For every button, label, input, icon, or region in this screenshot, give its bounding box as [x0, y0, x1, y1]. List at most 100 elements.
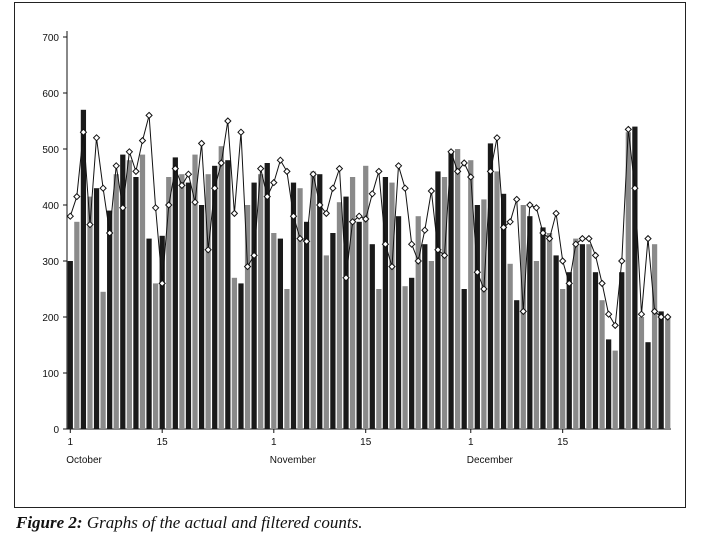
- line-series: [66, 111, 672, 330]
- line-point: [407, 240, 416, 248]
- line-point: [493, 134, 501, 142]
- bar: [139, 154, 146, 429]
- bar: [592, 272, 599, 429]
- line-point: [480, 285, 488, 293]
- y-tick-label: 700: [42, 33, 59, 44]
- line-point: [578, 234, 587, 243]
- bar: [244, 205, 251, 429]
- line-point: [460, 159, 468, 167]
- bar: [546, 233, 553, 429]
- bar: [153, 283, 159, 429]
- bar: [198, 205, 205, 429]
- bar: [212, 165, 218, 430]
- line-point: [453, 167, 462, 176]
- bar: [533, 261, 540, 429]
- line-point: [506, 218, 514, 226]
- bar: [317, 174, 323, 429]
- bar: [100, 291, 106, 429]
- month-label: October: [66, 455, 102, 466]
- bar: [632, 126, 638, 429]
- bar: [310, 171, 316, 429]
- line-point: [335, 164, 344, 173]
- bar: [606, 339, 612, 429]
- line-point: [427, 187, 436, 195]
- y-tick-label: 100: [42, 369, 59, 380]
- line-point: [604, 310, 613, 318]
- line-point: [211, 184, 219, 192]
- line-point: [296, 234, 304, 243]
- line-point: [598, 279, 606, 288]
- bar: [540, 227, 546, 429]
- line-point: [348, 218, 357, 226]
- bar: [645, 342, 651, 429]
- line-point: [105, 229, 114, 237]
- bar: [382, 177, 389, 429]
- bar: [323, 255, 329, 429]
- line-point: [178, 181, 186, 190]
- x-tick-label: 15: [360, 437, 372, 448]
- bar: [573, 238, 579, 429]
- bar: [192, 154, 198, 429]
- bar: [271, 233, 277, 429]
- line-point: [309, 170, 317, 178]
- bar: [435, 171, 441, 429]
- bar: [284, 289, 290, 429]
- bar: [560, 289, 566, 429]
- bar: [107, 210, 113, 429]
- bar: [553, 255, 559, 429]
- line-point: [440, 251, 449, 260]
- bar-line-chart: 0 100 200 300 400 500 600 700 1 October 15 1 Novemb…: [42, 31, 672, 466]
- line-point: [184, 170, 193, 178]
- bar: [461, 289, 467, 429]
- bar-series: [67, 109, 671, 430]
- bar: [369, 244, 375, 429]
- line-point: [204, 246, 212, 254]
- bar: [218, 146, 224, 429]
- bar: [455, 149, 461, 429]
- bar: [258, 174, 264, 429]
- y-tick-label: 200: [42, 313, 59, 324]
- line-point: [467, 173, 475, 181]
- line-point: [237, 128, 245, 136]
- line-point: [165, 201, 173, 209]
- bar: [172, 157, 178, 429]
- bar: [448, 151, 454, 430]
- line-point: [342, 274, 350, 282]
- line-point: [473, 268, 482, 276]
- bar: [297, 188, 303, 429]
- bar: [389, 182, 395, 429]
- line-point: [158, 279, 166, 288]
- line-point: [585, 234, 593, 243]
- bar: [415, 216, 421, 429]
- line-point: [73, 192, 81, 201]
- line-point: [499, 223, 508, 232]
- line-point: [151, 204, 160, 212]
- bar: [251, 182, 257, 429]
- bar: [179, 174, 185, 429]
- bar: [520, 205, 526, 429]
- x-tick-label: 15: [557, 437, 569, 448]
- bar: [120, 154, 126, 429]
- bar: [290, 182, 297, 429]
- bar: [481, 199, 487, 429]
- line-point: [565, 279, 573, 288]
- x-tick-label: 15: [157, 437, 169, 448]
- line-point: [256, 164, 265, 173]
- caption-text: Graphs of the actual and filtered counts…: [86, 513, 363, 532]
- line-point: [243, 262, 252, 271]
- line-point: [355, 212, 363, 220]
- bar: [349, 177, 356, 429]
- line-point: [217, 159, 225, 167]
- bar: [599, 300, 605, 429]
- bar: [159, 235, 165, 429]
- line-point: [414, 257, 422, 265]
- bar: [665, 317, 671, 429]
- y-tick-label: 0: [53, 425, 59, 436]
- line-point: [119, 204, 127, 212]
- bar: [409, 277, 415, 429]
- line-point: [197, 139, 206, 148]
- line-point: [79, 128, 88, 136]
- line-point: [401, 184, 409, 192]
- bar: [356, 221, 362, 429]
- bar: [658, 311, 664, 429]
